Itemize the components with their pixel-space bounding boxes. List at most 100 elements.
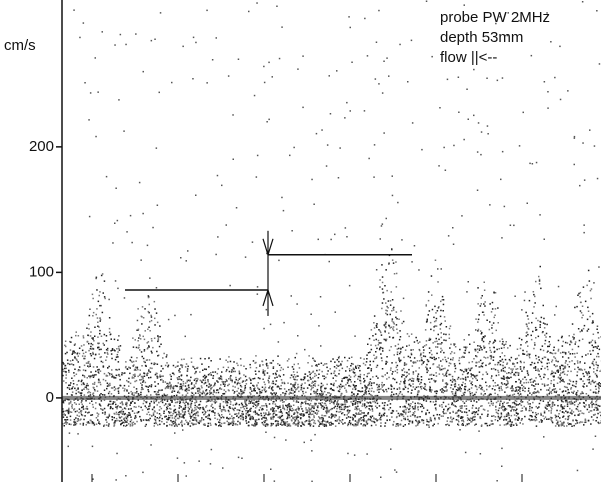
speckle bbox=[500, 356, 502, 358]
speckle bbox=[304, 378, 306, 380]
speckle bbox=[539, 403, 541, 405]
speckle bbox=[308, 423, 310, 425]
speckle bbox=[337, 406, 339, 408]
speckle bbox=[312, 358, 314, 360]
speckle bbox=[465, 350, 467, 352]
speckle bbox=[118, 369, 120, 371]
speckle bbox=[474, 414, 476, 416]
speckle bbox=[314, 420, 316, 422]
speckle bbox=[141, 420, 143, 422]
speckle bbox=[84, 415, 86, 417]
speckle bbox=[287, 404, 289, 406]
speckle bbox=[573, 337, 575, 339]
speckle bbox=[169, 424, 171, 426]
speckle bbox=[96, 314, 98, 316]
speckle bbox=[253, 360, 255, 362]
speckle bbox=[110, 334, 112, 336]
speckle bbox=[253, 403, 255, 405]
speckle bbox=[142, 409, 144, 411]
speckle bbox=[360, 391, 362, 393]
speckle bbox=[182, 389, 184, 391]
speckle bbox=[169, 404, 171, 406]
speckle bbox=[175, 402, 177, 404]
speckle bbox=[421, 404, 423, 406]
speckle bbox=[459, 357, 461, 359]
speckle bbox=[124, 372, 126, 374]
speckle bbox=[558, 349, 560, 351]
speckle bbox=[107, 353, 109, 355]
speckle bbox=[155, 401, 157, 403]
speckle bbox=[114, 386, 116, 388]
speckle bbox=[109, 414, 111, 416]
speckle bbox=[408, 409, 410, 411]
speckle bbox=[440, 389, 442, 391]
speckle bbox=[426, 340, 428, 342]
speckle bbox=[423, 352, 425, 354]
speckle bbox=[148, 297, 150, 299]
speckle bbox=[254, 362, 256, 364]
speckle bbox=[436, 393, 438, 395]
speckle bbox=[292, 393, 294, 395]
speckle bbox=[154, 338, 156, 340]
speckle bbox=[384, 285, 386, 287]
speckle bbox=[528, 419, 530, 421]
speckle bbox=[296, 353, 298, 355]
speckle bbox=[222, 416, 224, 418]
speckle bbox=[71, 406, 73, 408]
speckle bbox=[449, 412, 451, 414]
speckle bbox=[502, 365, 504, 367]
speckle bbox=[197, 411, 199, 413]
speckle bbox=[552, 404, 554, 406]
speckle bbox=[293, 376, 295, 378]
speckle bbox=[325, 400, 327, 402]
speckle bbox=[342, 378, 344, 380]
speckle bbox=[371, 382, 373, 384]
speckle bbox=[170, 412, 172, 414]
speckle bbox=[586, 373, 588, 375]
speckle bbox=[65, 382, 67, 384]
speckle bbox=[595, 392, 597, 394]
speckle bbox=[109, 391, 111, 393]
speckle bbox=[482, 295, 484, 297]
speckle bbox=[433, 357, 435, 359]
speckle bbox=[581, 369, 583, 371]
speckle bbox=[218, 368, 220, 370]
speckle bbox=[183, 409, 185, 411]
speckle bbox=[472, 361, 474, 363]
speckle bbox=[423, 362, 425, 364]
speckle bbox=[401, 394, 403, 396]
speckle bbox=[230, 401, 232, 403]
speckle bbox=[419, 367, 421, 369]
speckle bbox=[549, 336, 551, 338]
speckle bbox=[523, 362, 525, 364]
speckle bbox=[520, 368, 522, 370]
speckle bbox=[597, 405, 599, 407]
speckle bbox=[165, 365, 167, 367]
speckle bbox=[339, 391, 341, 393]
speckle bbox=[322, 424, 324, 426]
speckle bbox=[279, 411, 281, 413]
speckle bbox=[272, 407, 274, 409]
speckle bbox=[245, 385, 247, 387]
speckle bbox=[597, 367, 599, 369]
speckle bbox=[338, 361, 340, 363]
speckle bbox=[161, 379, 163, 381]
speckle bbox=[190, 406, 192, 408]
speckle bbox=[201, 387, 203, 389]
speckle bbox=[161, 421, 163, 423]
speckle bbox=[476, 389, 478, 391]
speckle bbox=[593, 419, 595, 421]
speckle bbox=[195, 371, 197, 373]
speckle bbox=[415, 408, 417, 410]
speckle bbox=[435, 346, 437, 348]
speckle bbox=[533, 348, 535, 350]
speckle bbox=[349, 406, 351, 408]
speckle bbox=[431, 378, 433, 380]
speckle bbox=[88, 366, 90, 368]
speckle bbox=[115, 420, 117, 422]
speckle bbox=[540, 266, 542, 268]
speckle bbox=[412, 383, 414, 385]
speckle bbox=[526, 335, 528, 337]
speckle bbox=[318, 410, 320, 412]
speckle bbox=[207, 415, 209, 417]
